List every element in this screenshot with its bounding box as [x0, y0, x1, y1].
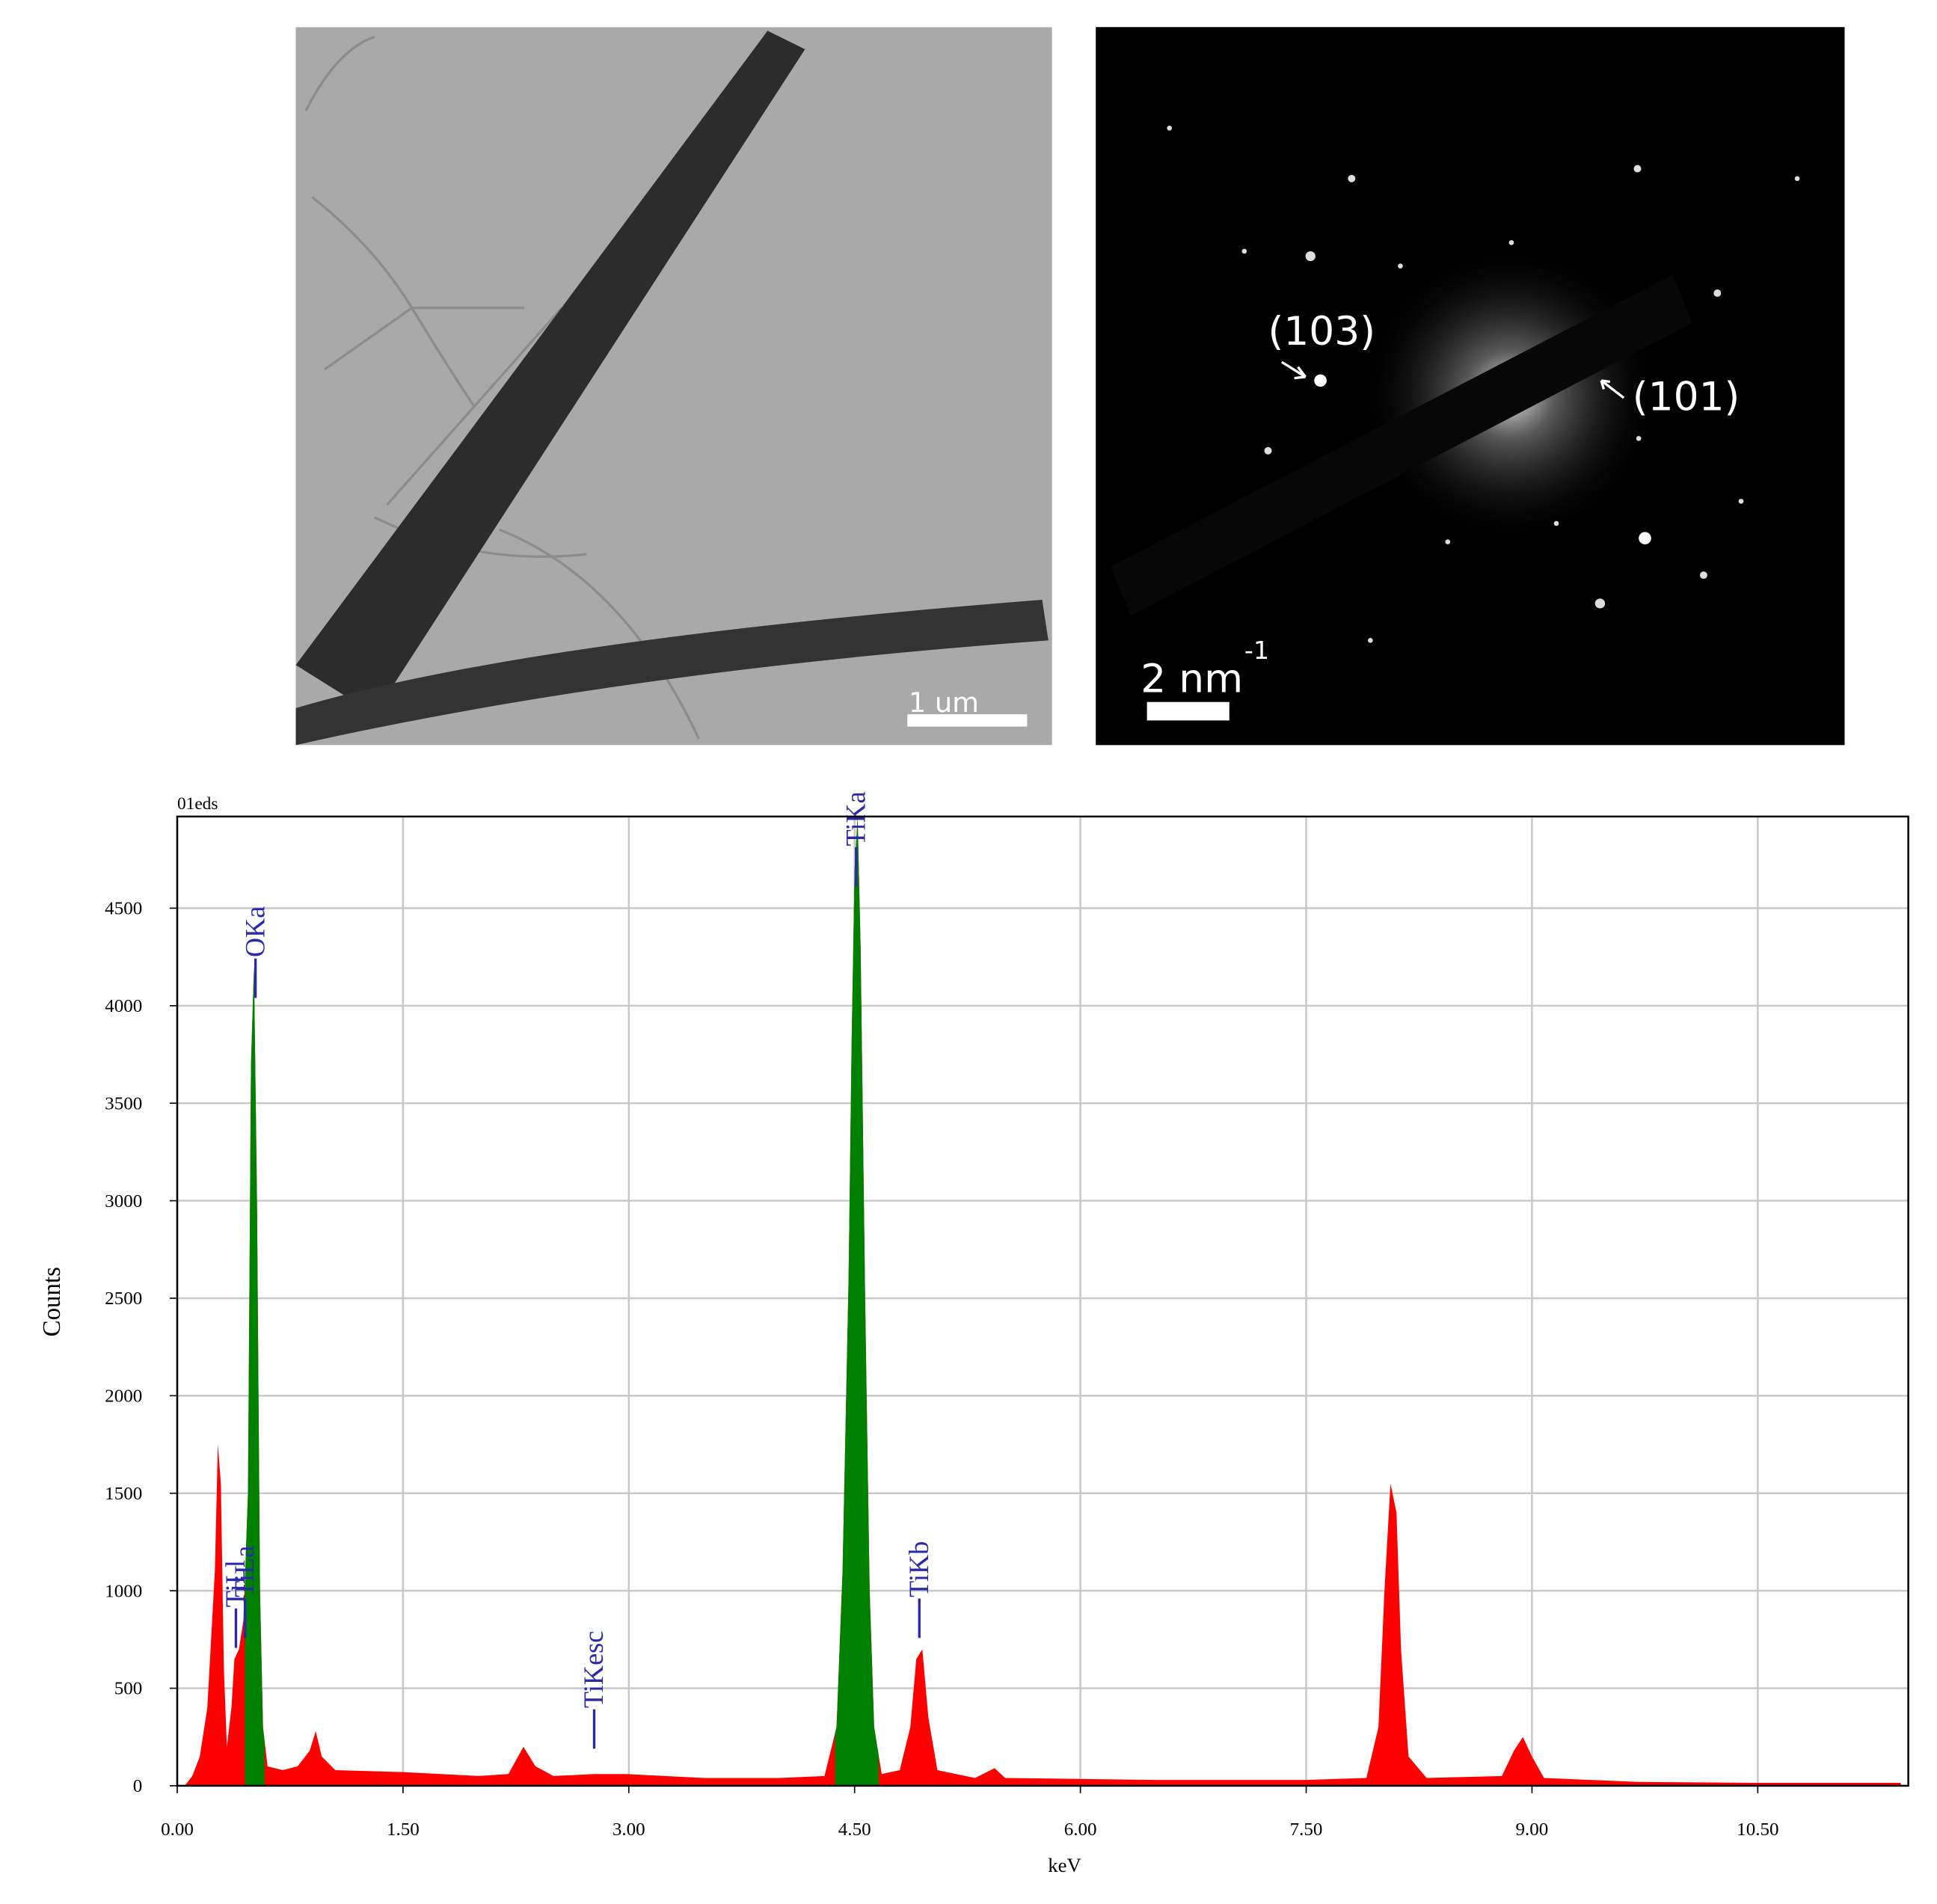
peak-label: OKa	[240, 906, 270, 957]
tem-image: 1 um	[295, 27, 1052, 746]
roi-area	[835, 816, 879, 1786]
scale-bar-exponent: -1	[1244, 636, 1269, 665]
x-tick-label: 1.50	[387, 1819, 420, 1840]
peak-label: TiKb	[904, 1541, 934, 1597]
eds-chart: 01eds keV Counts 0 500 1000 1500 2000 2500 300…	[38, 791, 1909, 1876]
x-tick-label: 4.50	[838, 1819, 871, 1840]
peak-label: TiKesc	[579, 1631, 609, 1708]
x-tick-label: 9.00	[1516, 1819, 1549, 1840]
y-tick-label: 2500	[105, 1289, 142, 1309]
x-tick-label: 0.00	[161, 1819, 194, 1840]
y-tick-label: 4000	[105, 996, 142, 1016]
y-tick-label: 3000	[105, 1191, 142, 1212]
roi-area	[245, 966, 265, 1786]
plot-frame	[176, 815, 1909, 1787]
y-tick-label: 2000	[105, 1386, 142, 1407]
x-tick-label: 7.50	[1290, 1819, 1323, 1840]
x-tick-label: 10.50	[1737, 1819, 1778, 1840]
y-tick-label: 3500	[105, 1094, 142, 1114]
y-tick-label: 500	[114, 1679, 143, 1699]
saed-pattern: (103) (101) 2 nm -1	[1096, 27, 1845, 746]
y-tick-label: 0	[133, 1776, 143, 1796]
y-tick-label: 4500	[105, 899, 142, 919]
x-tick-label: 6.00	[1064, 1819, 1097, 1840]
x-axis-label: keV	[1048, 1854, 1081, 1876]
y-axis-label: Counts	[38, 1267, 66, 1336]
peak-label: TiLa	[230, 1546, 260, 1597]
x-tick-label: 3.00	[613, 1819, 645, 1840]
annotation: (103)	[1268, 308, 1376, 354]
annotation: (101)	[1633, 374, 1740, 420]
spectrum-area	[185, 816, 1901, 1786]
scale-bar-label: 1 um	[909, 687, 979, 719]
peak-label: TiKa	[841, 791, 871, 846]
chart-title: 01eds	[177, 794, 218, 814]
scale-bar-label: 2 nm	[1141, 656, 1243, 702]
y-tick-label: 1000	[105, 1582, 142, 1602]
y-tick-label: 1500	[105, 1484, 142, 1504]
